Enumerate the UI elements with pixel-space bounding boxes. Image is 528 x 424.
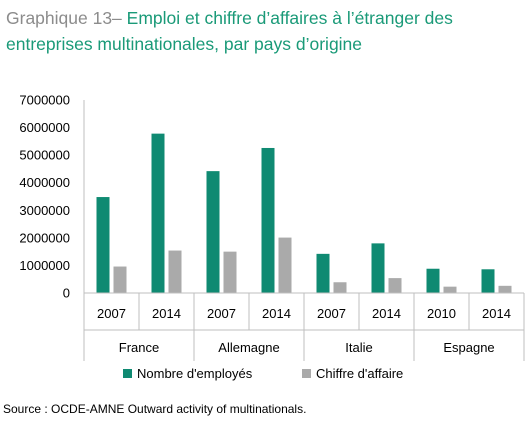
legend-swatch [302,369,311,378]
x-group-label: Italie [345,340,372,355]
bar-turnover [498,285,512,293]
x-tick-label-year: 2007 [317,306,346,321]
title-text: Emploi et chiffre d’affaires à l’étrange… [6,8,453,54]
bars [96,133,512,293]
y-tick-label: 3000000 [19,203,70,218]
bar-turnover [388,278,402,293]
x-tick-label-year: 2010 [427,306,456,321]
title-prefix: Graphique 13– [6,8,127,28]
x-group-label: Espagne [443,340,494,355]
y-tick-label: 0 [63,286,70,301]
legend-swatch [123,369,132,378]
legend-label: Chiffre d'affaire [316,366,403,381]
x-group-label: France [119,340,159,355]
y-tick-label: 1000000 [19,258,70,273]
legend: Nombre d'employés Chiffre d'affaire [123,366,403,381]
bar-turnover [168,250,182,293]
legend-label: Nombre d'employés [137,366,253,381]
x-tick-label-year: 2014 [262,306,291,321]
bar-turnover [113,266,127,293]
bar-employees [96,197,110,293]
x-tick-label-year: 2007 [207,306,236,321]
x-group-label: Allemagne [218,340,279,355]
bar-turnover [223,251,237,293]
bar-employees [206,171,220,293]
x-axis: 2007 2014 2007 2014 2007 2014 2010 2014 France Al… [83,292,525,361]
y-tick-label: 5000000 [19,148,70,163]
bar-turnover [278,237,292,293]
y-tick-label: 2000000 [19,230,70,245]
bar-employees [481,269,495,293]
chart-title: Graphique 13– Emploi et chiffre d’affair… [6,5,521,57]
y-tick-label: 4000000 [19,175,70,190]
y-tick-label: 6000000 [19,120,70,135]
y-tick-label: 7000000 [19,93,70,108]
bar-turnover [443,286,457,293]
x-tick-label-year: 2014 [482,306,511,321]
bar-employees [426,268,440,293]
source-note: Source : OCDE-AMNE Outward activity of m… [3,402,307,416]
bar-employees [316,253,330,293]
bar-employees [371,243,385,293]
bar-employees [151,133,165,293]
x-tick-label-year: 2014 [372,306,401,321]
x-tick-label-year: 2014 [152,306,181,321]
y-axis: 0 1000000 2000000 3000000 4000000 5000000 6000… [19,93,85,301]
bar-employees [261,147,275,293]
x-tick-label-year: 2007 [97,306,126,321]
bar-turnover [333,282,347,293]
